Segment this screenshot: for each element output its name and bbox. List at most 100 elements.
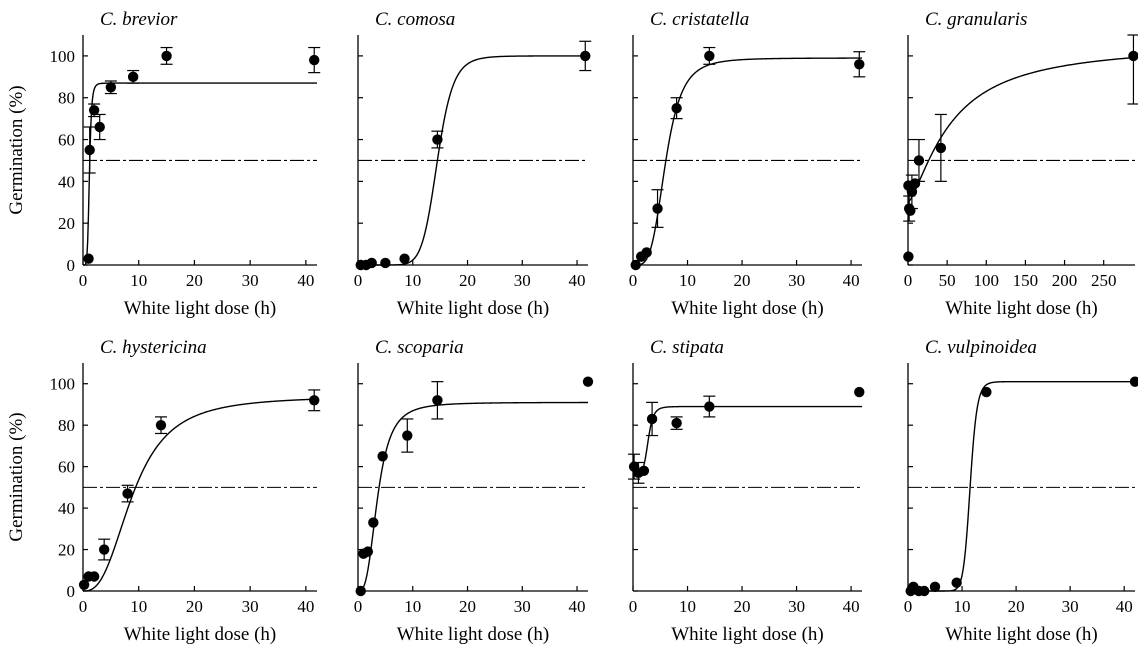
data-point (98, 544, 110, 555)
x-tick-label: 10 (679, 597, 696, 616)
x-axis-label: White light dose (h) (671, 298, 824, 319)
x-tick-label: 0 (79, 597, 88, 616)
fit-curve (907, 56, 1136, 203)
x-tick-label: 20 (186, 597, 203, 616)
y-tick-label: 80 (58, 416, 75, 435)
x-tick-label: 20 (459, 271, 476, 290)
x-tick-label: 10 (130, 271, 147, 290)
x-tick-label: 0 (79, 271, 88, 290)
x-tick-label: 0 (354, 597, 363, 616)
x-axis-label: White light dose (h) (124, 624, 277, 645)
data-point (906, 186, 918, 198)
x-tick-label: 20 (186, 271, 203, 290)
chart-panel-1: 0 10 20 30 40 White light dose (h) C. comosa (354, 9, 592, 319)
data-point (919, 585, 930, 597)
chart-panel-3: 0 50 100 150 200 250 White light dose (h) C. gr… (903, 9, 1138, 319)
y-axis-label: Germination (%) (6, 85, 27, 214)
data-point (105, 82, 117, 93)
fit-curve (908, 380, 1135, 592)
y-axis-label: Germination (%) (6, 412, 27, 541)
x-tick-label: 250 (1091, 271, 1117, 290)
data-point (854, 386, 865, 398)
x-axis-label: White light dose (h) (397, 624, 550, 645)
data-point (84, 144, 95, 156)
y-tick-label: 60 (58, 131, 75, 150)
x-tick-label: 30 (1062, 597, 1079, 616)
x-axis-label: White light dose (h) (124, 298, 277, 319)
data-point (646, 413, 658, 425)
y-tick-label: 40 (58, 499, 75, 518)
x-axis-label: White light dose (h) (945, 298, 1098, 319)
x-tick-label: 20 (1008, 597, 1025, 616)
data-point (1128, 50, 1138, 62)
data-point (652, 203, 663, 214)
data-point (704, 401, 715, 412)
data-point (122, 488, 133, 499)
chart-panel-0: 0 20 40 60 80 100 0 10 20 30 40 White light dose (h… (6, 9, 321, 319)
data-point (380, 257, 391, 269)
chart-panel-6: 0 10 20 30 40 White light dose (h) C. stipata (628, 337, 865, 645)
data-point (951, 577, 962, 588)
x-tick-label: 10 (130, 597, 147, 616)
data-point (366, 257, 377, 269)
y-tick-label: 40 (58, 172, 75, 191)
x-tick-label: 10 (404, 271, 421, 290)
chart-panel-5: 0 10 20 30 40 White light dose (h) C. scoparia (354, 337, 594, 645)
data-point (155, 419, 167, 431)
x-tick-label: 40 (843, 597, 860, 616)
data-point (671, 417, 682, 429)
chart-panel-7: 0 10 20 30 40 White light dose (h) C. vulpinoi… (904, 337, 1138, 645)
x-tick-label: 20 (734, 271, 751, 290)
data-point (94, 121, 105, 133)
data-point (88, 571, 100, 582)
x-tick-label: 10 (404, 597, 421, 616)
data-point (362, 546, 374, 557)
data-point (88, 105, 100, 116)
x-tick-label: 200 (1052, 271, 1078, 290)
data-point (377, 451, 388, 462)
fit-curve (357, 401, 588, 592)
panel-title: C. brevior (100, 9, 178, 30)
data-point (368, 517, 379, 528)
y-tick-label: 100 (50, 375, 76, 394)
panel-title: C. stipata (650, 337, 724, 358)
data-point (83, 253, 94, 264)
fit-curve (633, 405, 862, 474)
x-tick-label: 20 (459, 597, 476, 616)
x-tick-label: 30 (788, 597, 805, 616)
data-point (704, 50, 715, 62)
x-tick-label: 20 (734, 597, 751, 616)
data-point (929, 581, 941, 593)
panel-title: C. vulpinoidea (925, 337, 1037, 358)
data-point (309, 54, 320, 66)
data-point (78, 579, 90, 590)
panel-title: C. cristatella (650, 9, 749, 30)
y-tick-label: 20 (58, 541, 75, 560)
x-tick-label: 30 (788, 271, 805, 290)
data-point (582, 376, 594, 387)
panel-title: C. scoparia (375, 337, 464, 358)
x-tick-label: 0 (904, 597, 913, 616)
y-tick-label: 80 (58, 89, 75, 108)
x-tick-label: 0 (629, 597, 638, 616)
x-tick-label: 150 (1013, 271, 1039, 290)
x-tick-label: 40 (297, 597, 314, 616)
data-point (432, 134, 443, 145)
data-point (671, 102, 682, 114)
x-tick-label: 100 (974, 271, 1000, 290)
data-point (638, 465, 650, 476)
x-tick-label: 0 (354, 271, 363, 290)
data-point (309, 395, 320, 406)
fit-curve (358, 55, 588, 266)
x-tick-label: 40 (1116, 597, 1133, 616)
y-tick-label: 20 (58, 214, 75, 233)
data-point (580, 50, 591, 62)
x-axis-label: White light dose (h) (671, 624, 824, 645)
x-axis-label: White light dose (h) (397, 298, 550, 319)
data-point (903, 251, 914, 262)
fit-curve (83, 398, 318, 592)
data-point (935, 142, 947, 154)
chart-panel-2: 0 10 20 30 40 White light dose (h) C. cristate… (629, 9, 866, 319)
x-tick-label: 0 (629, 271, 638, 290)
x-tick-label: 40 (569, 597, 586, 616)
